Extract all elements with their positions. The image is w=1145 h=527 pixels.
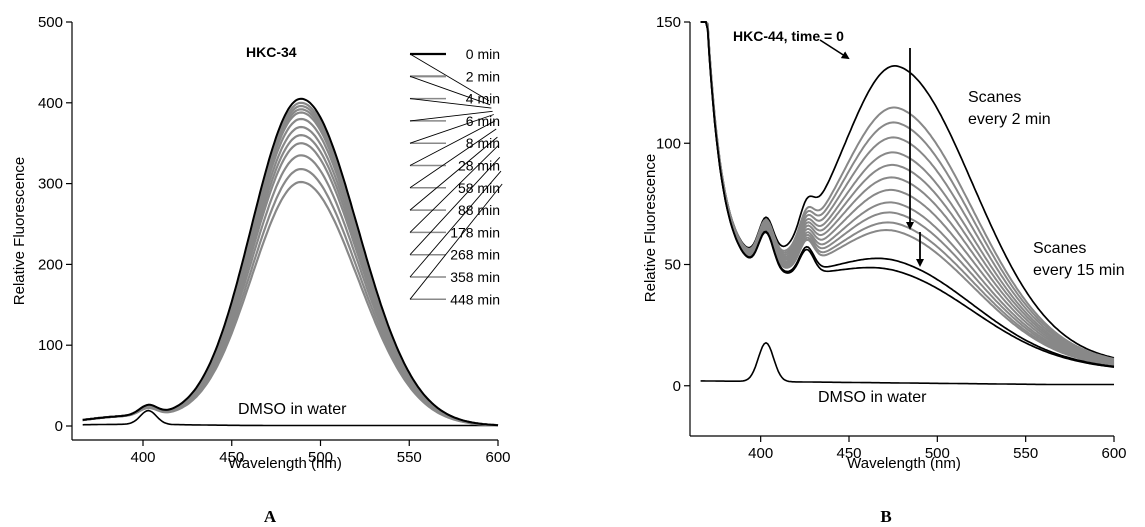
- panel-a-leader-line: [409, 75, 491, 106]
- panel-b-scan-curve-8: [700, 21, 1115, 365]
- panel-a-curve-0-min: [82, 97, 499, 427]
- panel-a-series-label: 58 min: [458, 180, 500, 196]
- panel-a-y-tick-label: 300: [38, 176, 63, 193]
- panel-b-scan-curve-11: [700, 21, 1115, 367]
- panel-a-series-label: 8 min: [466, 135, 500, 151]
- panel-b-title-arrow: [819, 39, 850, 60]
- panel-b: 0 50 100 150 400 450 500 550 600 Relative Fluor…: [642, 14, 1127, 526]
- panel-a-curve-448-min: [82, 180, 499, 427]
- panel-b-scan-curve-13: [700, 21, 1115, 368]
- panel-b-y-tick-label: 50: [664, 257, 681, 274]
- panel-a-series-label: 6 min: [466, 113, 500, 129]
- panel-a-curve-8-min: [82, 111, 499, 427]
- panel-b-x-ticks: 400 450 500 550 600: [748, 436, 1127, 462]
- panel-b-scan-curve-3: [700, 21, 1115, 362]
- panel-a-leader-line: [409, 114, 494, 144]
- panel-b-dmso-curve: [700, 341, 1114, 386]
- panel-a-y-ticks: 0 100 200 300 400 500: [38, 14, 72, 435]
- panel-a-leader-line: [409, 110, 493, 122]
- panel-a-y-axis-title: Relative Fluorescence: [11, 157, 28, 305]
- panel-a-x-tick-label: 600: [485, 449, 510, 466]
- panel-a-series-labels: 0 min 2 min 4 min 6 min 8 min 28 min 58 min 88 …: [450, 46, 500, 307]
- panel-a-x-tick-label: 500: [308, 449, 333, 466]
- panel-a-leader-line: [409, 98, 492, 109]
- panel-a-x-ticks: 400 450 500 550 600: [130, 440, 511, 466]
- panel-b-y-tick-label: 150: [656, 14, 681, 31]
- panel-a-y-tick-label: 0: [55, 418, 63, 435]
- panel-b-x-tick-label: 500: [925, 445, 950, 462]
- panel-b-scan-curve-9: [700, 21, 1115, 366]
- panel-b-dmso-label: DMSO in water: [818, 389, 927, 406]
- panel-a-curves: [82, 97, 499, 427]
- panel-a-leader-line: [409, 53, 490, 102]
- panel-a-x-axis-title: Wavelength (nm): [228, 455, 342, 472]
- panel-b-curves: [700, 21, 1115, 386]
- panel-b-scan-curve-1: [700, 21, 1115, 360]
- panel-b-x-tick-label: 600: [1101, 445, 1126, 462]
- panel-a-curve-58-min: [82, 125, 499, 427]
- panel-a-series-label: 88 min: [458, 202, 500, 218]
- panel-a-series-label: 358 min: [450, 269, 500, 285]
- panel-a-dmso-label: DMSO in water: [238, 401, 347, 418]
- panel-a-series-label: 28 min: [458, 158, 500, 174]
- panel-a-y-tick-label: 400: [38, 95, 63, 112]
- panel-b-y-ticks: 0 50 100 150: [656, 14, 690, 395]
- panel-a-y-tick-label: 500: [38, 14, 63, 31]
- panel-b-scan-curve-7: [700, 21, 1115, 364]
- panel-b-scan-curve-4: [700, 21, 1115, 362]
- panel-a-series-label: 178 min: [450, 224, 500, 240]
- panel-b-scans-2min-line1: Scanes: [968, 89, 1021, 106]
- panel-a-letter: A: [264, 507, 277, 526]
- panel-b-y-tick-label: 100: [656, 135, 681, 152]
- panel-a-curve-268-min: [82, 154, 498, 427]
- panel-a-leader-line: [409, 170, 502, 278]
- panel-a-series-label: 0 min: [466, 46, 500, 62]
- panel-a-leader-line: [409, 120, 496, 166]
- panel-a-x-tick-label: 450: [219, 449, 244, 466]
- panel-a-leader-line: [409, 157, 501, 256]
- panel-a-curve-88-min: [82, 133, 499, 427]
- panel-b-x-axis-title: Wavelength (nm): [847, 455, 961, 472]
- panel-a: 0 100 200 300 400 500 400 450 500 550 600 Relativ…: [11, 14, 511, 526]
- panel-b-scans-15min-line2: every 15 min: [1033, 262, 1125, 279]
- panel-b-scan-curve-0: [700, 21, 1115, 359]
- panel-a-leader-line: [409, 144, 499, 233]
- panel-a-x-tick-label: 550: [397, 449, 422, 466]
- panel-b-y-tick-label: 0: [673, 378, 681, 395]
- panel-b-y-axis-title: Relative Fluorescence: [642, 154, 659, 302]
- panel-b-scans-2min-line2: every 2 min: [968, 111, 1051, 128]
- panel-b-x-tick-label: 400: [748, 445, 773, 462]
- panel-a-leader-lines: [409, 52, 503, 301]
- panel-a-leader-line: [409, 183, 503, 300]
- panel-a-y-tick-label: 100: [38, 337, 63, 354]
- panel-b-scan-curve-6: [700, 21, 1115, 364]
- panel-a-curve-178-min: [82, 142, 499, 427]
- panel-a-series-label: 448 min: [450, 291, 500, 307]
- panel-a-y-tick-label: 200: [38, 256, 63, 273]
- panel-a-curve-4-min: [82, 104, 499, 427]
- panel-a-series-label: 2 min: [466, 68, 500, 84]
- panel-b-scan-curve-5: [700, 21, 1115, 363]
- panel-a-leader-line: [409, 128, 497, 189]
- panel-b-x-tick-label: 450: [836, 445, 861, 462]
- panel-a-leader-line: [409, 136, 498, 211]
- panel-a-x-tick-label: 400: [130, 449, 155, 466]
- panel-b-letter: B: [880, 507, 891, 526]
- panel-a-chart-title: HKC-34: [246, 44, 297, 60]
- panel-b-chart-title: HKC-44, time = 0: [733, 28, 844, 44]
- panel-b-scans-15min-line1: Scanes: [1033, 240, 1086, 257]
- panel-b-scan-curve-2: [700, 21, 1115, 361]
- panel-a-series-label: 4 min: [466, 91, 500, 107]
- panel-a-dmso-curve: [82, 409, 498, 427]
- panel-a-series-label: 268 min: [450, 247, 500, 263]
- panel-b-x-tick-label: 550: [1013, 445, 1038, 462]
